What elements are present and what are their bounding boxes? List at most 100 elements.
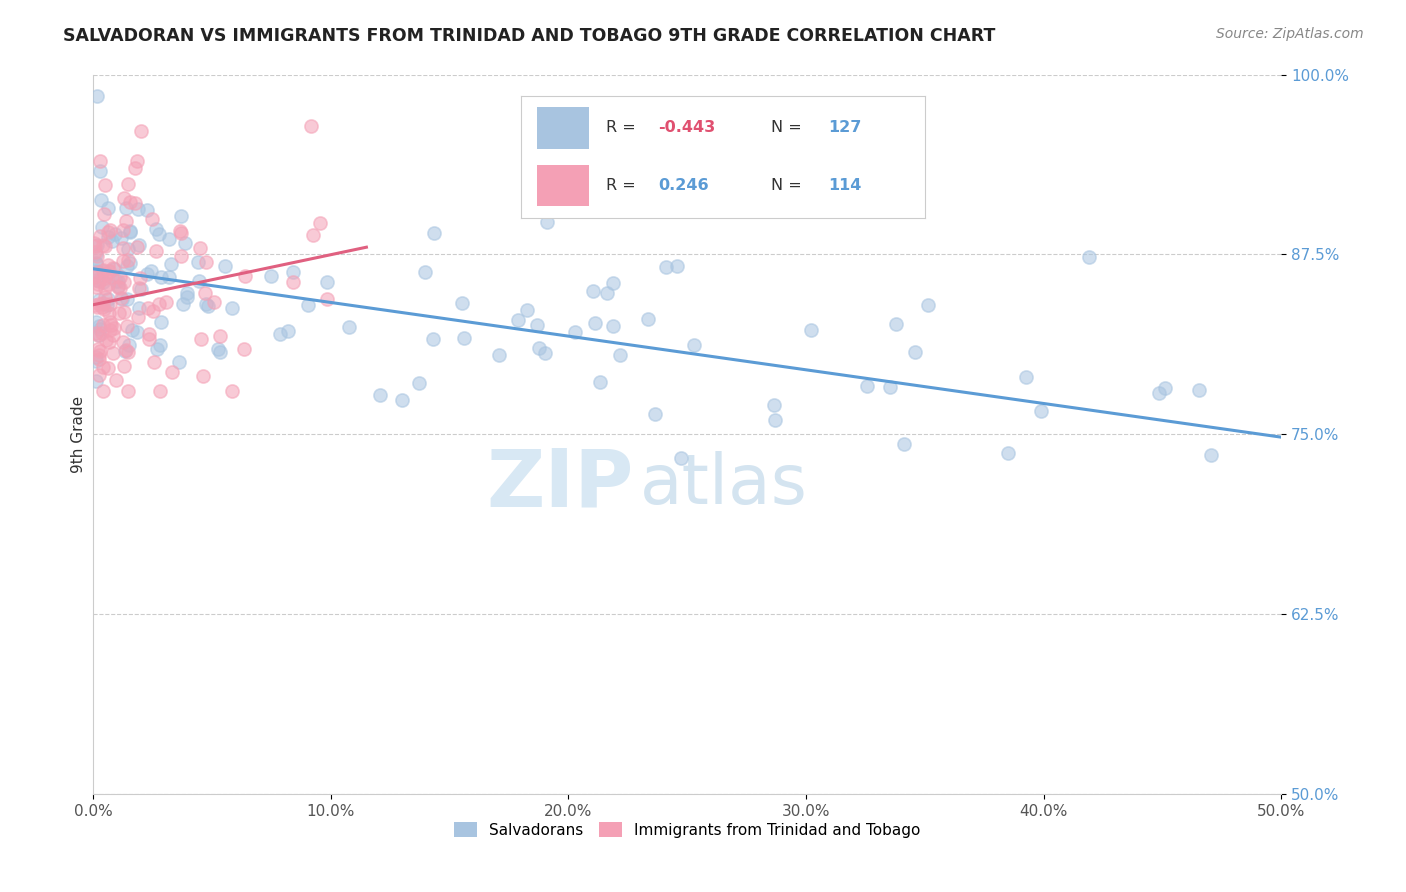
Point [84,257,107,271]
Point [169,224,191,238]
Point [101,270,124,285]
Point [609,348,631,362]
Point [125,325,148,339]
Point [1154,381,1177,395]
Point [110,231,132,245]
Point [124,196,146,211]
Point [108,281,131,295]
Point [191,369,214,384]
Point [112,304,135,318]
Point [129,271,152,285]
Point [128,237,150,252]
Point [104,374,127,388]
Point [87,293,110,307]
Point [86,88,108,103]
Legend: Salvadorans, Immigrants from Trinidad and Tobago: Salvadorans, Immigrants from Trinidad an… [449,815,927,844]
Point [136,301,159,316]
Point [97,277,120,291]
Point [423,226,446,240]
Point [86,342,108,356]
Point [94,178,117,192]
Point [148,227,170,241]
Point [893,437,915,451]
Point [98,305,121,319]
Point [112,275,135,289]
Point [89,322,111,336]
Point [112,359,135,374]
Point [170,226,193,240]
Point [97,201,120,215]
Point [904,345,927,359]
Point [136,203,159,218]
Point [86,249,108,263]
Point [98,335,121,350]
Point [93,207,115,221]
Point [543,161,565,175]
Point [108,305,131,319]
Point [107,280,129,294]
Point [589,375,612,389]
Point [107,274,129,288]
Point [506,312,529,326]
Point [86,265,108,279]
Point [89,296,111,310]
Point [763,413,786,427]
Point [170,249,193,263]
Point [451,296,474,310]
Point [117,252,139,267]
Point [84,326,107,340]
Point [370,388,392,402]
Point [138,326,160,341]
Point [103,262,125,277]
Point [84,315,107,329]
Point [1147,385,1170,400]
Point [856,379,879,393]
Point [87,277,110,291]
Point [115,343,138,358]
Point [337,319,360,334]
Point [96,333,118,347]
Point [516,303,538,318]
Point [111,334,134,349]
Point [91,360,114,375]
Point [114,201,136,215]
Point [98,223,121,237]
Point [89,153,111,168]
Point [86,237,108,252]
Point [120,224,142,238]
Point [176,286,198,301]
Y-axis label: 9th Grade: 9th Grade [72,396,86,473]
Point [98,297,121,311]
Point [160,257,183,271]
Point [128,281,150,295]
Point [117,318,139,333]
Point [101,260,124,275]
Point [148,297,170,311]
Point [277,325,299,339]
Point [408,376,430,391]
Point [145,244,167,258]
Point [149,384,172,398]
Point [104,227,127,242]
Point [233,269,256,284]
Point [93,384,115,398]
Point [301,227,323,242]
Point [997,446,1019,460]
Point [536,215,558,229]
Point [96,298,118,312]
Point [87,327,110,342]
Point [176,290,198,304]
Point [127,153,149,168]
Point [103,345,125,359]
Point [117,345,139,359]
Point [233,343,256,357]
Point [281,275,304,289]
Point [564,325,586,339]
Point [89,368,111,383]
Point [84,350,107,364]
Point [195,297,218,311]
Point [194,286,217,301]
Point [316,293,339,307]
Point [127,240,149,254]
Point [127,310,149,325]
